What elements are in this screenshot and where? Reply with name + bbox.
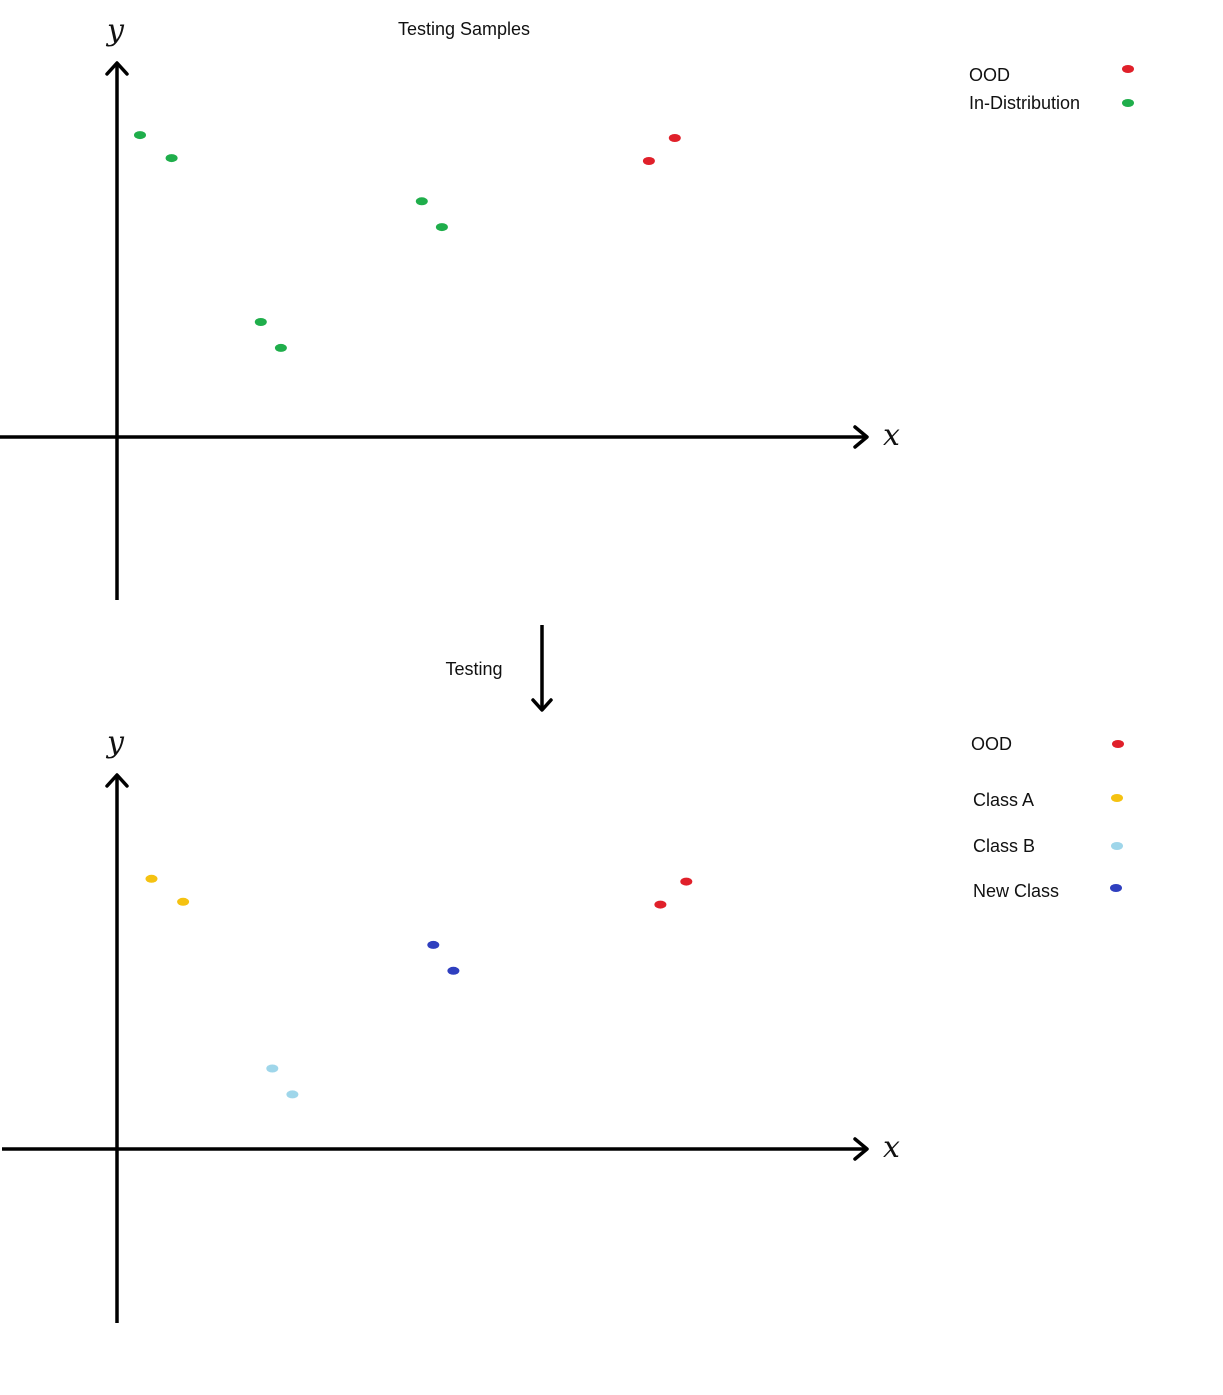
bottom-point-class-a-0	[145, 874, 158, 883]
bottom-x-axis-arrowhead	[853, 1137, 869, 1161]
top-points	[134, 131, 681, 352]
top-point-in-distribution-2	[254, 318, 267, 326]
top-point-in-distribution-5	[435, 223, 448, 232]
top-point-ood-7	[668, 134, 681, 142]
bottom-legend-label-new-class: New Class	[973, 881, 1059, 901]
bottom-point-class-a-1	[177, 897, 190, 906]
top-legend-marker-ood	[1122, 65, 1134, 73]
bottom-y-axis-label: y	[105, 725, 125, 760]
bottom-point-new-class-5	[447, 966, 460, 975]
top-y-axis-arrowhead	[105, 61, 129, 76]
top-x-axis-arrowhead	[853, 425, 869, 449]
bottom-legend: OOD Class A Class B New Class	[971, 734, 1124, 901]
top-legend-label-in-distribution: In-Distribution	[969, 93, 1080, 113]
down-arrow-head	[531, 698, 553, 712]
bottom-legend-marker-new-class	[1110, 884, 1122, 892]
top-panel-title: Testing Samples	[398, 19, 530, 39]
bottom-x-axis-label: x	[883, 1130, 900, 1165]
top-point-in-distribution-3	[274, 343, 287, 352]
top-point-in-distribution-4	[415, 197, 428, 206]
transition: Testing	[445, 625, 553, 712]
bottom-point-class-b-3	[286, 1090, 299, 1099]
top-x-axis-label: x	[883, 418, 900, 453]
bottom-point-new-class-4	[427, 940, 440, 949]
bottom-point-ood-7	[680, 877, 693, 886]
top-legend-label-ood: OOD	[969, 65, 1010, 85]
bottom-points	[145, 874, 693, 1099]
bottom-panel: x y OOD Class A Class B New Class	[2, 725, 1124, 1323]
bottom-legend-label-class-a: Class A	[973, 790, 1034, 810]
bottom-legend-label-class-b: Class B	[973, 836, 1035, 856]
bottom-legend-marker-class-b	[1111, 842, 1123, 850]
bottom-legend-marker-class-a	[1111, 794, 1123, 802]
top-legend-marker-in-distribution	[1122, 99, 1134, 107]
top-y-axis-label: y	[105, 13, 125, 48]
top-point-in-distribution-0	[134, 131, 146, 140]
bottom-y-axis-arrowhead	[105, 773, 129, 788]
top-panel: Testing Samples x y OOD In-Distribution	[0, 13, 1134, 600]
bottom-legend-label-ood: OOD	[971, 734, 1012, 754]
top-point-in-distribution-1	[165, 154, 178, 163]
bottom-point-class-b-2	[266, 1064, 279, 1073]
bottom-legend-marker-ood	[1112, 740, 1124, 748]
transition-label: Testing	[445, 659, 502, 679]
top-point-ood-6	[642, 157, 655, 165]
bottom-point-ood-6	[654, 900, 667, 909]
top-legend: OOD In-Distribution	[969, 65, 1134, 113]
